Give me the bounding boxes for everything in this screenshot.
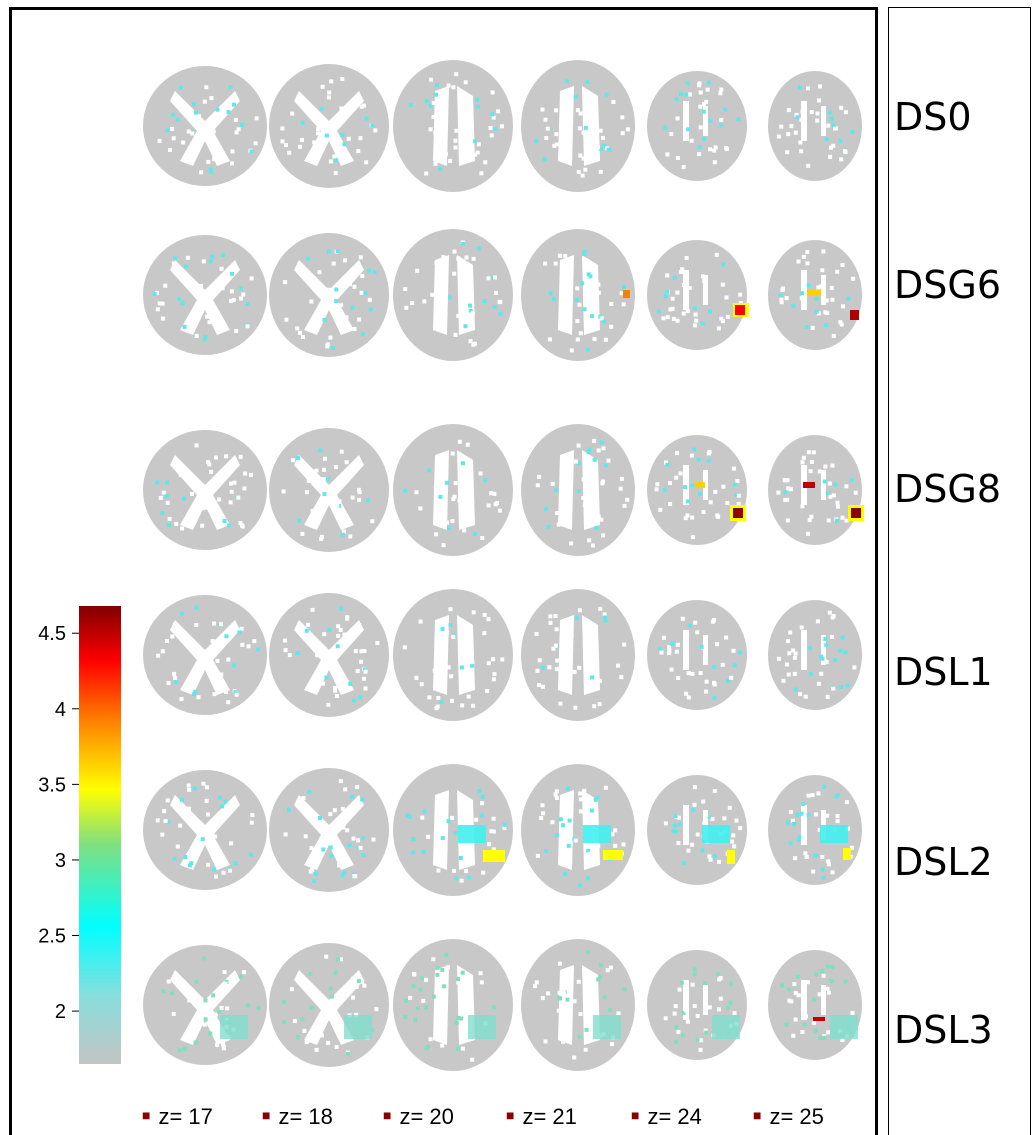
brain-slice: [647, 950, 747, 1060]
colorbar-gradient: [79, 606, 121, 1064]
brain-slice: [768, 435, 864, 545]
slice-grid-panel: [9, 7, 878, 1135]
brain-slice: [521, 60, 635, 192]
z-label-18: ■ z= 18: [262, 1104, 333, 1129]
brain-slice: [521, 229, 635, 361]
brain-slice: [521, 424, 635, 556]
brain-slice: [768, 71, 862, 181]
brain-slice: [393, 764, 513, 896]
z-label-21: ■ z= 21: [506, 1104, 577, 1129]
brain-slice: [269, 768, 389, 892]
row-label-dsl2: DSL2: [894, 840, 993, 884]
row-label-dsg8: DSG8: [894, 467, 1002, 511]
row-label-panel: DS0 DSG6 DSG8 DSL1 DSL2 DSL3: [888, 7, 1031, 1135]
brain-slice: [269, 943, 389, 1067]
brain-slice: [521, 939, 635, 1071]
brain-slice: [269, 64, 389, 188]
brain-slice: [143, 945, 267, 1065]
colorbar-tick-label: 2.5: [38, 926, 66, 948]
row-label-ds0: DS0: [894, 95, 972, 139]
colorbar-tick-label: 2: [55, 1001, 66, 1023]
brain-slice: [393, 424, 513, 556]
colorbar: 4.5 4 3.5 3 2.5 2: [38, 606, 121, 1064]
brain-slice: [393, 939, 513, 1071]
brain-slices-svg: [143, 60, 864, 1071]
brain-slice: [269, 428, 389, 552]
brain-slice: [647, 600, 747, 710]
z-label-24: ■ z= 24: [631, 1104, 702, 1129]
z-label-text: z= 20: [399, 1104, 454, 1129]
z-label-text: z= 21: [522, 1104, 577, 1129]
z-label-text: z= 17: [158, 1104, 213, 1129]
colorbar-tick-label: 3: [55, 850, 66, 872]
brain-slice: [393, 60, 513, 192]
brain-slice: [647, 775, 747, 885]
row-label-dsg6: DSG6: [894, 263, 1002, 307]
brain-slice: [143, 430, 267, 550]
brain-slice: [269, 593, 389, 717]
colorbar-tick-label: 4: [55, 699, 66, 721]
z-label-text: z= 24: [647, 1104, 702, 1129]
brain-slice: [768, 950, 862, 1060]
brain-slice: [393, 589, 513, 721]
row-label-dsl1: DSL1: [894, 650, 993, 694]
z-label-text: z= 25: [769, 1104, 824, 1129]
brain-slice: [143, 595, 267, 715]
brain-slice: [143, 66, 267, 186]
z-label-25: ■ z= 25: [753, 1104, 824, 1129]
brain-slice: [647, 71, 747, 181]
row-label-dsl3: DSL3: [894, 1008, 993, 1052]
brain-slice: [269, 233, 389, 357]
brain-slice: [647, 435, 747, 545]
colorbar-tick-label: 4.5: [38, 623, 66, 645]
brain-slice: [521, 764, 635, 896]
z-label-17: ■ z= 17: [142, 1104, 213, 1129]
colorbar-tick-label: 3.5: [38, 774, 66, 796]
brain-slice: [393, 229, 513, 361]
brain-slice: [768, 600, 862, 710]
brain-slice: [143, 235, 267, 355]
brain-slice: [768, 775, 862, 885]
brain-slice: [768, 240, 862, 350]
z-label-20: ■ z= 20: [383, 1104, 454, 1129]
z-label-text: z= 18: [278, 1104, 333, 1129]
brain-slice: [521, 589, 635, 721]
brain-slice: [647, 240, 749, 350]
brain-slice: [143, 770, 267, 890]
